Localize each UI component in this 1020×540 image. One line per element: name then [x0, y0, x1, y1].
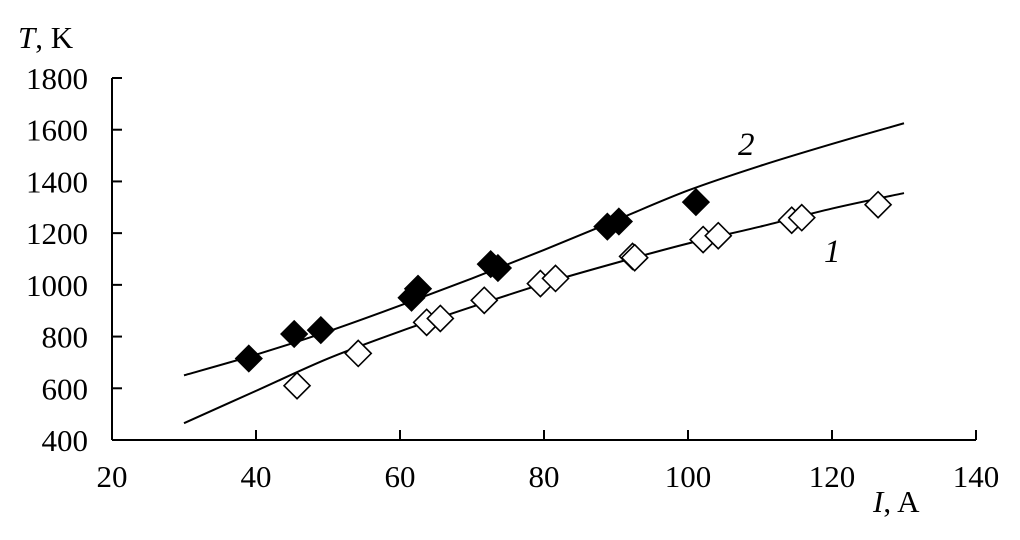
x-tick-label: 20 — [97, 459, 128, 494]
data-point-series-1 — [620, 243, 649, 272]
data-point-series-1 — [470, 286, 499, 315]
y-tick-label: 800 — [42, 320, 89, 355]
data-point-series-2 — [483, 253, 513, 283]
data-point-series-1 — [344, 339, 373, 368]
x-tick-label: 120 — [809, 459, 856, 494]
x-tick-label: 80 — [529, 459, 560, 494]
x-axis-title: I, A — [872, 484, 920, 519]
y-tick-label: 1000 — [26, 268, 88, 303]
y-ticks: 400 600 800 1000 1200 1400 1600 1800 — [26, 61, 122, 458]
data-points — [234, 187, 893, 400]
data-point-series-1 — [787, 203, 816, 232]
data-point-series-2 — [234, 344, 263, 373]
y-tick-label: 600 — [42, 371, 89, 406]
axes — [111, 78, 976, 441]
y-tick-label: 1800 — [26, 61, 88, 96]
data-point-series-1 — [541, 264, 570, 293]
data-point-series-2 — [280, 319, 309, 349]
data-point-series-2 — [604, 207, 634, 236]
data-point-series-1 — [704, 221, 733, 250]
x-ticks: 20 40 60 80 100 120 140 — [97, 430, 1000, 494]
series-labels: 12 — [738, 127, 841, 270]
data-point-series-2 — [681, 187, 711, 217]
y-tick-label: 1200 — [26, 216, 88, 251]
data-point-series-1 — [863, 190, 893, 219]
data-point-series-2 — [306, 315, 335, 345]
x-tick-label: 100 — [665, 459, 712, 494]
fit-curve-series-2 — [183, 122, 905, 377]
y-tick-label: 1600 — [26, 113, 88, 148]
data-point-series-1 — [426, 304, 455, 333]
y-axis-title: T, K — [18, 20, 74, 55]
x-tick-label: 140 — [953, 459, 1000, 494]
x-tick-label: 60 — [385, 459, 416, 494]
data-point-series-2 — [403, 274, 433, 303]
y-tick-label: 400 — [42, 423, 89, 458]
x-tick-label: 40 — [241, 459, 272, 494]
data-point-series-1 — [282, 371, 312, 400]
series-label-1: 1 — [824, 234, 841, 270]
y-tick-label: 1400 — [26, 164, 88, 199]
series-label-2: 2 — [738, 127, 755, 163]
